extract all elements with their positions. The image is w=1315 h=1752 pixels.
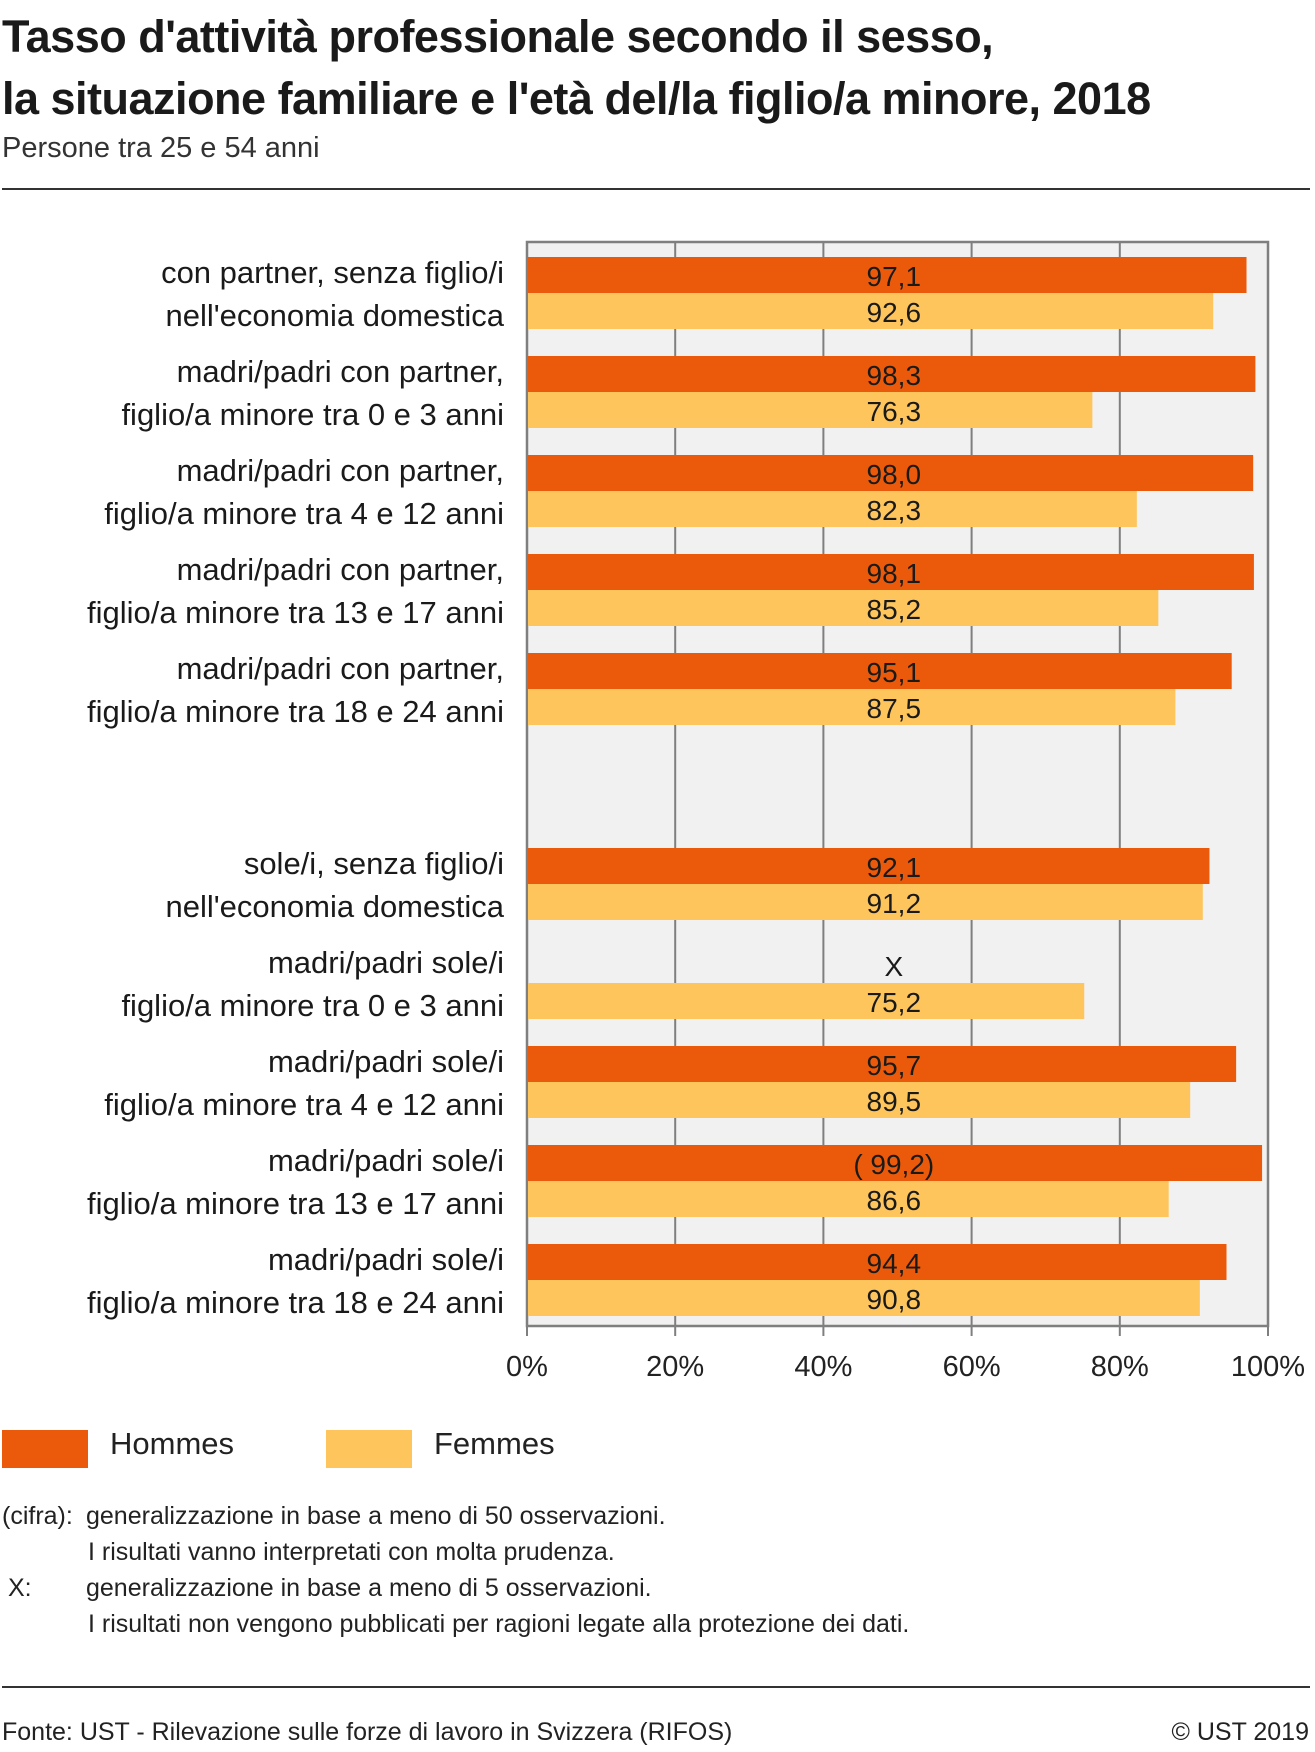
data-label-hommes: 97,1: [867, 261, 922, 292]
legend-label-hommes: Hommes: [110, 1426, 235, 1461]
bar-chart: 0% 20% 40% 60% 80% 100% 97,1 92,6 con partner, s…: [87, 240, 1305, 1383]
bar-hommes: [528, 455, 1254, 491]
category-label: figlio/a minore tra 18 e 24 anni: [87, 694, 504, 729]
bar-hommes: [528, 1145, 1263, 1181]
data-label-hommes: 98,1: [867, 558, 922, 589]
footer-source: Fonte: UST - Rilevazione sulle forze di …: [2, 1718, 733, 1746]
x-tick-label: 60%: [943, 1351, 1001, 1383]
category-label: madri/padri con partner,: [177, 453, 504, 488]
category-label: figlio/a minore tra 13 e 17 anni: [87, 595, 504, 630]
footer-divider: [2, 1686, 1310, 1688]
bar-femmes: [528, 293, 1214, 329]
data-label-hommes: 98,3: [867, 360, 922, 391]
bar-femmes: [528, 1082, 1191, 1118]
bar-femmes: [528, 392, 1093, 428]
bar-hommes: [528, 554, 1254, 590]
chart-title: Tasso d'attività professionale secondo i…: [2, 6, 1151, 130]
bar-hommes: [528, 257, 1247, 293]
x-tick-label: 20%: [646, 1351, 704, 1383]
data-label-femmes: 86,6: [867, 1185, 922, 1216]
note-cifra-line-1: generalizzazione in base a meno di 50 os…: [86, 1502, 666, 1530]
bar-femmes: [528, 1181, 1169, 1217]
category-label: figlio/a minore tra 0 e 3 anni: [121, 397, 504, 432]
data-label-hommes: 94,4: [867, 1248, 922, 1279]
x-tick-label: 0%: [506, 1351, 548, 1383]
category-label: con partner, senza figlio/i: [161, 255, 504, 290]
data-label-hommes: 95,1: [867, 657, 922, 688]
chart-subtitle: Persone tra 25 e 54 anni: [2, 132, 320, 164]
bar-hommes: [528, 848, 1210, 884]
category-label: madri/padri sole/i: [268, 1242, 504, 1277]
category-label: nell'economia domestica: [166, 298, 505, 333]
data-label-femmes: 87,5: [867, 693, 922, 724]
bar-hommes: [528, 1046, 1237, 1082]
header-divider: [2, 188, 1310, 190]
data-label-femmes: 75,2: [867, 987, 922, 1018]
category-label: figlio/a minore tra 4 e 12 anni: [104, 496, 504, 531]
legend-swatch-hommes: [2, 1430, 88, 1468]
bar-hommes: [528, 356, 1256, 392]
data-label-femmes: 92,6: [867, 297, 922, 328]
legend-swatch-femmes: [326, 1430, 412, 1468]
bar-femmes: [528, 689, 1176, 725]
category-label: madri/padri con partner,: [177, 354, 504, 389]
legend-label-femmes: Femmes: [434, 1426, 555, 1461]
data-label-femmes: 85,2: [867, 594, 922, 625]
category-label: nell'economia domestica: [166, 889, 505, 924]
data-label-hommes: ( 99,2): [853, 1149, 934, 1180]
category-label: figlio/a minore tra 18 e 24 anni: [87, 1285, 504, 1320]
chart-title-line-1: Tasso d'attività professionale secondo i…: [2, 11, 994, 62]
category-label: madri/padri sole/i: [268, 945, 504, 980]
note-x-line-2: I risultati non vengono pubblicati per r…: [88, 1610, 910, 1638]
note-x-line-1: generalizzazione in base a meno di 5 oss…: [86, 1574, 652, 1602]
data-label-femmes: 91,2: [867, 888, 922, 919]
plot-frame: [525, 240, 1270, 1328]
bar-femmes: [528, 1280, 1200, 1316]
data-label-femmes: 82,3: [867, 495, 922, 526]
category-label: figlio/a minore tra 4 e 12 anni: [104, 1087, 504, 1122]
bar-femmes: [528, 884, 1203, 920]
category-label: figlio/a minore tra 13 e 17 anni: [87, 1186, 504, 1221]
category-label: madri/padri sole/i: [268, 1044, 504, 1079]
data-label-hommes: X: [884, 951, 903, 982]
category-label: madri/padri sole/i: [268, 1143, 504, 1178]
bar-hommes: [528, 1244, 1227, 1280]
note-x-key: X:: [8, 1574, 32, 1602]
note-cifra-key: (cifra):: [2, 1502, 73, 1530]
category-label: sole/i, senza figlio/i: [244, 846, 504, 881]
footer-copyright: © UST 2019: [1171, 1718, 1309, 1746]
x-tick-label: 80%: [1091, 1351, 1149, 1383]
data-label-femmes: 89,5: [867, 1086, 922, 1117]
bar-femmes: [528, 983, 1085, 1019]
data-label-hommes: 98,0: [867, 459, 922, 490]
bar-femmes: [528, 491, 1137, 527]
data-label-hommes: 95,7: [867, 1050, 922, 1081]
data-label-femmes: 76,3: [867, 396, 922, 427]
category-label: madri/padri con partner,: [177, 651, 504, 686]
data-label-femmes: 90,8: [867, 1284, 922, 1315]
category-label: figlio/a minore tra 0 e 3 anni: [121, 988, 504, 1023]
x-tick-label: 100%: [1231, 1351, 1305, 1383]
category-label: madri/padri con partner,: [177, 552, 504, 587]
bar-hommes: [528, 653, 1232, 689]
chart-title-line-2: la situazione familiare e l'età del/la f…: [2, 73, 1151, 124]
x-tick-label: 40%: [794, 1351, 852, 1383]
note-cifra-line-2: I risultati vanno interpretati con molta…: [88, 1538, 615, 1566]
bar-femmes: [528, 590, 1159, 626]
data-label-hommes: 92,1: [867, 852, 922, 883]
